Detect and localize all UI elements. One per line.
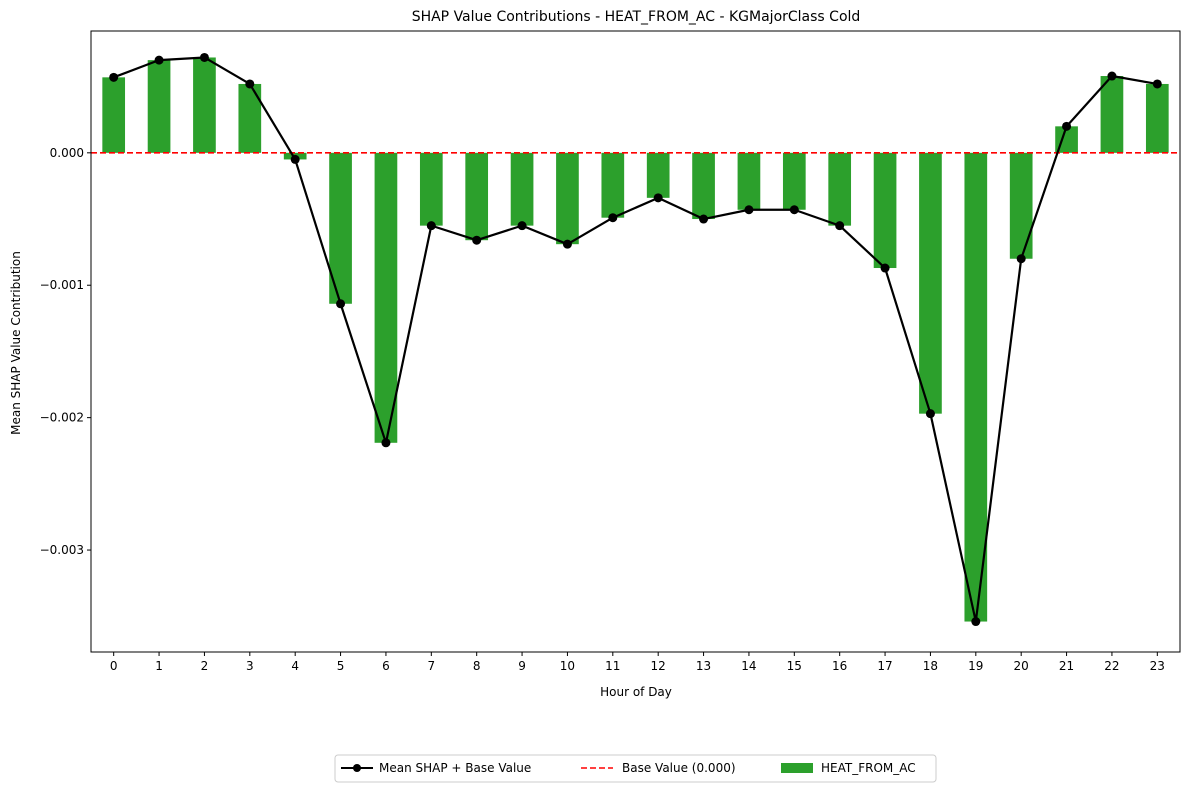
- chart-title: SHAP Value Contributions - HEAT_FROM_AC …: [412, 9, 861, 25]
- x-tick-label: 6: [382, 659, 390, 673]
- line-marker-hour-4: [290, 154, 300, 164]
- bar-hour-10: [556, 152, 579, 245]
- legend-label-heat-from-ac: HEAT_FROM_AC: [821, 761, 916, 775]
- y-tick-label: −0.001: [40, 278, 84, 292]
- line-marker-hour-8: [472, 235, 482, 245]
- x-tick-label: 22: [1104, 659, 1119, 673]
- line-marker-hour-17: [880, 263, 890, 273]
- x-tick-label: 9: [518, 659, 526, 673]
- line-marker-hour-23: [1152, 79, 1162, 89]
- line-marker-hour-1: [154, 55, 164, 65]
- line-marker-hour-21: [1062, 121, 1072, 131]
- line-marker-hour-6: [381, 438, 391, 448]
- legend-bar-swatch: [781, 763, 813, 773]
- legend-label-mean-shap: Mean SHAP + Base Value: [379, 761, 531, 775]
- bar-hour-13: [692, 152, 715, 220]
- bar-hour-9: [510, 152, 534, 226]
- y-tick-label: −0.003: [40, 543, 84, 557]
- bar-hour-6: [374, 152, 398, 443]
- line-marker-hour-15: [789, 205, 799, 215]
- line-marker-hour-9: [517, 221, 527, 231]
- x-tick-label: 20: [1014, 659, 1029, 673]
- y-tick-label: 0.000: [50, 146, 84, 160]
- bar-hour-1: [147, 60, 171, 153]
- legend-label-base-value: Base Value (0.000): [622, 761, 736, 775]
- x-tick-label: 12: [651, 659, 666, 673]
- line-marker-hour-5: [336, 299, 346, 309]
- y-axis: 0.000 −0.001 −0.002 −0.003: [40, 146, 91, 557]
- legend-marker-swatch: [353, 764, 361, 772]
- bar-hour-8: [465, 152, 489, 241]
- x-tick-label: 7: [427, 659, 435, 673]
- legend: Mean SHAP + Base Value Base Value (0.000…: [334, 754, 937, 783]
- x-tick-label: 15: [787, 659, 802, 673]
- bar-hour-12: [646, 152, 670, 198]
- line-marker-hour-3: [245, 79, 255, 89]
- x-tick-label: 17: [877, 659, 892, 673]
- x-tick-label: 19: [968, 659, 983, 673]
- line-marker-hour-12: [653, 193, 663, 203]
- line-marker-hour-16: [835, 221, 845, 231]
- x-tick-label: 21: [1059, 659, 1074, 673]
- mean-shap-line: [113, 56, 1158, 623]
- bar-hour-20: [1009, 152, 1033, 259]
- bar-hour-14: [737, 152, 761, 210]
- x-tick-label: 14: [741, 659, 756, 673]
- line-marker-hour-2: [199, 52, 209, 62]
- x-tick-label: 3: [246, 659, 254, 673]
- x-tick-label: 5: [337, 659, 345, 673]
- bars-layer: [102, 57, 1169, 622]
- x-tick-label: 2: [201, 659, 209, 673]
- bar-hour-16: [828, 152, 852, 226]
- x-tick-label: 1: [155, 659, 163, 673]
- line-marker-hour-22: [1107, 71, 1117, 81]
- bar-hour-15: [782, 152, 806, 210]
- legend-box: [334, 754, 937, 783]
- line-marker-hour-0: [109, 72, 119, 82]
- bar-hour-5: [329, 152, 352, 304]
- x-tick-label: 18: [923, 659, 938, 673]
- x-axis: 0 1 2 3 4 5 6 7 8 9 10 11 12 13 14 15 16 17 18 19 20 21 22 23: [110, 652, 1165, 673]
- mean-shap-line-layer: [109, 52, 1162, 627]
- bar-hour-17: [873, 152, 897, 269]
- line-marker-hour-19: [971, 617, 981, 627]
- bar-hour-19: [964, 152, 988, 622]
- x-tick-label: 10: [560, 659, 575, 673]
- bar-hour-22: [1100, 76, 1124, 153]
- bar-hour-0: [102, 77, 126, 153]
- line-marker-hour-14: [744, 205, 754, 215]
- line-marker-hour-10: [562, 239, 572, 249]
- line-marker-hour-11: [608, 213, 618, 223]
- plot-area-frame: [90, 30, 1181, 653]
- x-tick-label: 0: [110, 659, 118, 673]
- x-tick-label: 13: [696, 659, 711, 673]
- bar-hour-7: [419, 152, 443, 226]
- x-tick-label: 16: [832, 659, 847, 673]
- bar-hour-3: [238, 83, 262, 153]
- x-axis-title: Hour of Day: [600, 685, 672, 699]
- bar-hour-2: [193, 57, 216, 153]
- x-tick-label: 11: [605, 659, 620, 673]
- bar-hour-11: [601, 152, 625, 218]
- y-tick-label: −0.002: [40, 411, 84, 425]
- line-marker-hour-20: [1016, 254, 1026, 264]
- bar-hour-18: [919, 152, 942, 414]
- bar-hour-23: [1145, 83, 1169, 153]
- x-tick-label: 23: [1150, 659, 1165, 673]
- line-marker-hour-7: [426, 221, 436, 231]
- y-axis-title: Mean SHAP Value Contribution: [9, 251, 23, 435]
- line-marker-hour-18: [925, 409, 935, 419]
- x-tick-label: 8: [473, 659, 481, 673]
- x-tick-label: 4: [291, 659, 299, 673]
- line-marker-hour-13: [699, 214, 709, 224]
